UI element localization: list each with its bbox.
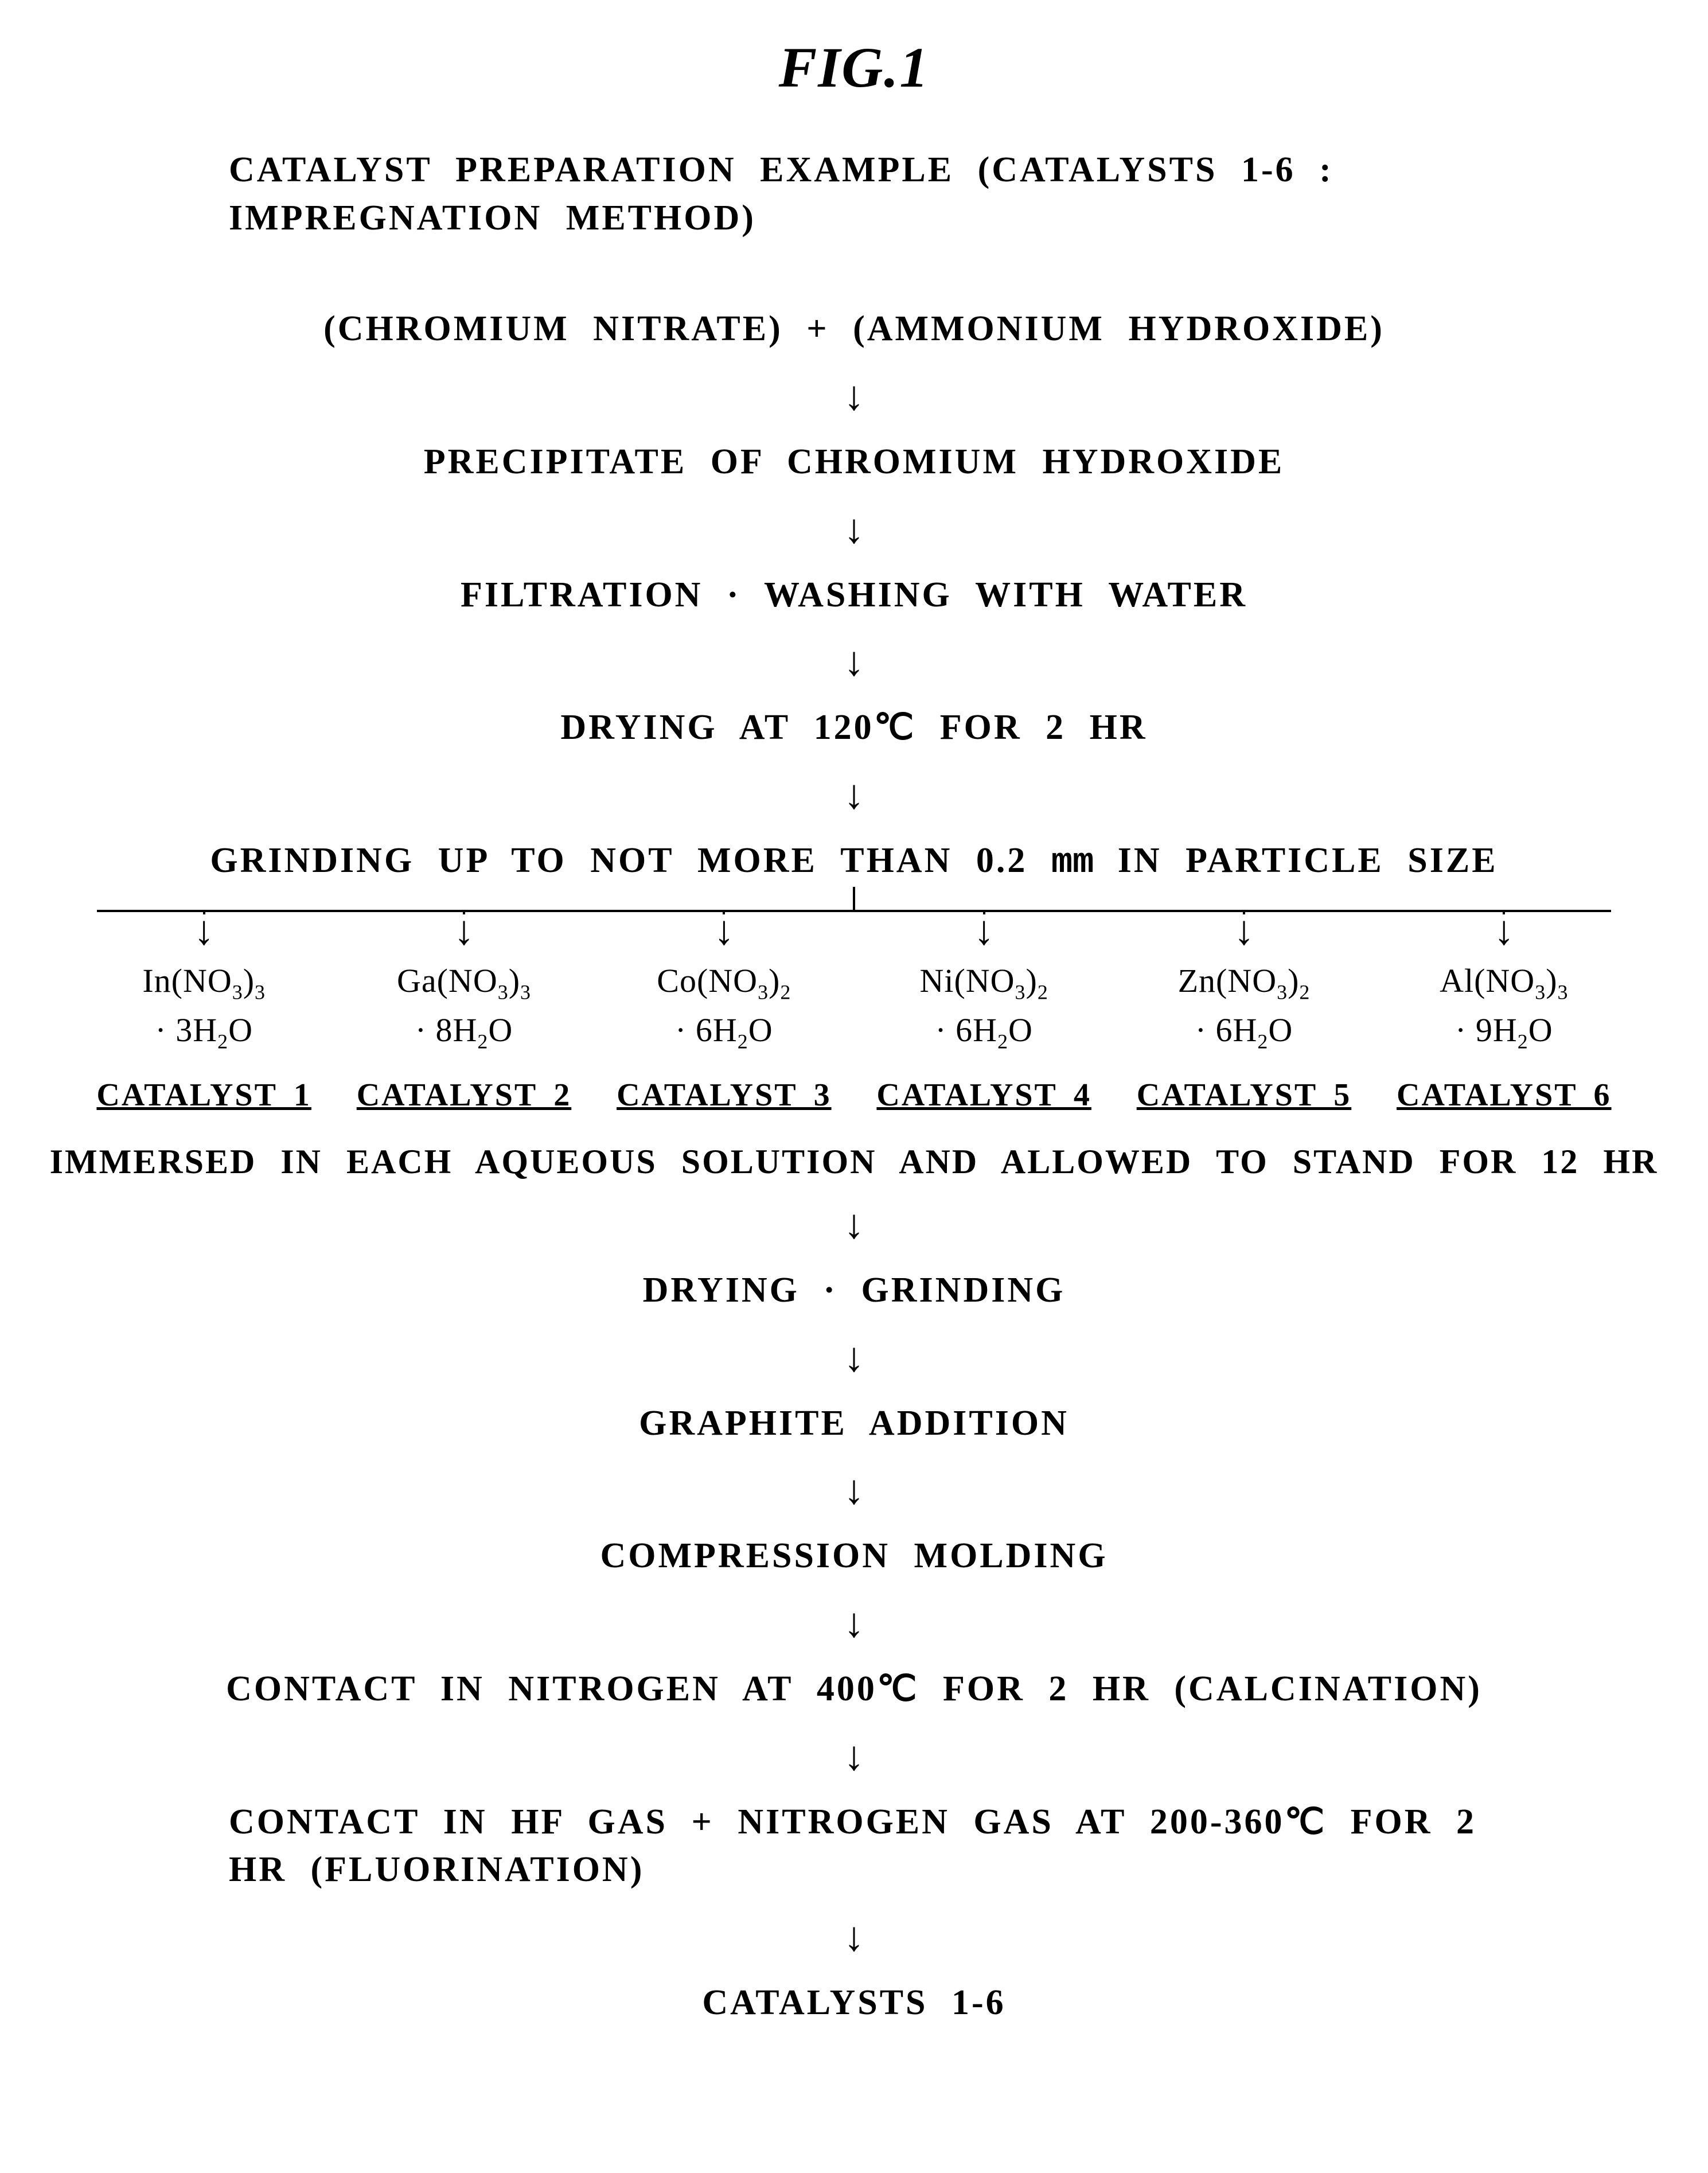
arrow-icon: ↓ [23,1602,1685,1644]
flow-step: CONTACT IN NITROGEN AT 400℃ FOR 2 HR (CA… [80,1665,1628,1714]
catalyst-label: CATALYST 4 [854,1077,1114,1113]
branches-row: ↓ In(NO3)3 · 3H2O CATALYST 1 ↓ Ga(NO3)3 · 8H2O… [63,910,1645,1113]
flow-step: COMPRESSION MOLDING [80,1532,1628,1580]
fluorination-step: CONTACT IN HF GAS + NITROGEN GAS AT 200-… [80,1798,1628,1894]
arrow-icon: ↓ [454,910,474,951]
arrow-icon: ↓ [974,910,995,951]
flow-step: DRYING AT 120℃ FOR 2 HR [80,704,1628,752]
header-text: CATALYST PREPARATION EXAMPLE (CATALYSTS … [80,146,1628,242]
flow-step: (CHROMIUM NITRATE) + (AMMONIUM HYDROXIDE… [80,305,1628,353]
branch-formula: Ga(NO3)3 [334,961,594,1004]
arrow-icon: ↓ [713,910,734,951]
branch-hydrate: · 6H2O [594,1011,854,1054]
figure-title: FIG.1 [23,34,1685,100]
branch-formula: Co(NO3)2 [594,961,854,1004]
branch-hydrate: · 6H2O [1114,1011,1374,1054]
arrow-icon: ↓ [23,1916,1685,1957]
grinding-step: GRINDING UP TO NOT MORE THAN 0.2 mm IN P… [80,837,1628,887]
top-steps-container: (CHROMIUM NITRATE) + (AMMONIUM HYDROXIDE… [23,305,1685,815]
grinding-mm: mm [1051,842,1094,883]
final-step: CATALYSTS 1-6 [80,1979,1628,2027]
catalyst-label: CATALYST 1 [74,1077,334,1113]
branch-diagram: ↓ In(NO3)3 · 3H2O CATALYST 1 ↓ Ga(NO3)3 · 8H2O… [63,910,1645,1113]
branch-column: ↓ In(NO3)3 · 3H2O CATALYST 1 [74,910,334,1113]
arrow-icon: ↓ [23,1469,1685,1510]
branch-column: ↓ Ga(NO3)3 · 8H2O CATALYST 2 [334,910,594,1113]
arrow-icon: ↓ [194,910,215,951]
branch-formula: Al(NO3)3 [1374,961,1634,1004]
branch-formula: Zn(NO3)2 [1114,961,1374,1004]
arrow-icon: ↓ [1493,910,1514,951]
catalyst-label: CATALYST 5 [1114,1077,1374,1113]
flow-step: GRAPHITE ADDITION [80,1400,1628,1448]
branch-column: ↓ Co(NO3)2 · 6H2O CATALYST 3 [594,910,854,1113]
catalyst-label: CATALYST 6 [1374,1077,1634,1113]
arrow-icon: ↓ [23,774,1685,815]
branch-formula: In(NO3)3 [74,961,334,1004]
catalyst-label: CATALYST 3 [594,1077,854,1113]
branch-column: ↓ Zn(NO3)2 · 6H2O CATALYST 5 [1114,910,1374,1113]
catalyst-label: CATALYST 2 [334,1077,594,1113]
grinding-post: IN PARTICLE SIZE [1094,841,1498,880]
arrow-icon: ↓ [1234,910,1254,951]
arrow-icon: ↓ [23,641,1685,682]
arrow-icon: ↓ [23,508,1685,550]
branch-formula: Ni(NO3)2 [854,961,1114,1004]
flow-step: DRYING · GRINDING [80,1267,1628,1315]
grinding-pre: GRINDING UP TO NOT MORE THAN 0.2 [210,841,1051,880]
branch-hydrate: · 9H2O [1374,1011,1634,1054]
flow-step: PRECIPITATE OF CHROMIUM HYDROXIDE [80,438,1628,486]
branch-column: ↓ Ni(NO3)2 · 6H2O CATALYST 4 [854,910,1114,1113]
branch-hydrate: · 6H2O [854,1011,1114,1054]
branch-hydrate: · 3H2O [74,1011,334,1054]
branch-column: ↓ Al(NO3)3 · 9H2O CATALYST 6 [1374,910,1634,1113]
flow-step: FILTRATION · WASHING WITH WATER [80,571,1628,620]
branch-hydrate: · 8H2O [334,1011,594,1054]
arrow-icon: ↓ [23,1337,1685,1378]
bottom-steps-container: DRYING · GRINDING ↓ GRAPHITE ADDITION ↓ COMP… [23,1267,1685,1777]
branch-stem [853,887,855,910]
arrow-icon: ↓ [23,375,1685,416]
arrow-icon: ↓ [23,1735,1685,1777]
immersed-text: IMMERSED IN EACH AQUEOUS SOLUTION AND AL… [23,1142,1685,1182]
arrow-icon: ↓ [23,1204,1685,1245]
